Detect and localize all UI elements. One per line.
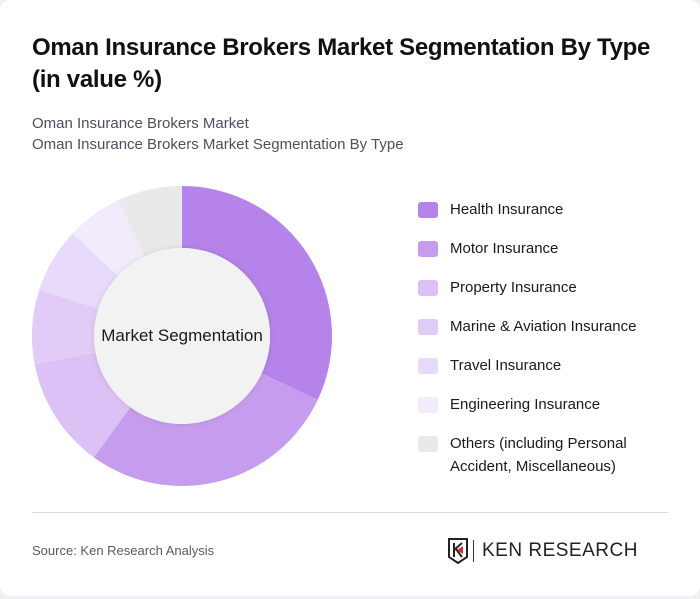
source-note: Source: Ken Research Analysis xyxy=(32,543,215,558)
ken-research-logo-icon xyxy=(448,538,468,564)
legend-item[interactable]: Motor Insurance xyxy=(418,237,678,260)
legend-swatch xyxy=(418,280,438,296)
donut-segment[interactable] xyxy=(182,186,332,400)
donut-chart: Market Segmentation xyxy=(32,186,332,486)
donut-hole xyxy=(94,248,270,424)
legend-label: Others (including Personal Accident, Mis… xyxy=(450,435,627,475)
legend-item[interactable]: Property Insurance xyxy=(418,276,678,299)
legend-swatch xyxy=(418,436,438,452)
legend-item[interactable]: Marine & Aviation Insurance xyxy=(418,315,678,338)
legend-label: Engineering Insurance xyxy=(450,396,601,413)
legend-item[interactable]: Engineering Insurance xyxy=(418,393,678,416)
legend-item[interactable]: Health Insurance xyxy=(418,198,678,221)
legend-swatch xyxy=(418,358,438,374)
logo-text: KEN RESEARCH xyxy=(482,540,638,561)
legend-label: Property Insurance xyxy=(450,279,577,296)
subtitle-segmentation: Oman Insurance Brokers Market Segmentati… xyxy=(32,136,404,153)
legend-swatch xyxy=(418,202,438,218)
chart-title: Oman Insurance Brokers Market Segmentati… xyxy=(32,34,651,93)
legend-swatch xyxy=(418,397,438,413)
legend-item[interactable]: Others (including Personal Accident, Mis… xyxy=(418,432,678,478)
legend-label: Motor Insurance xyxy=(450,240,559,257)
chart-legend: Health Insurance Motor Insurance Property … xyxy=(418,198,678,494)
ken-research-logo: KEN RESEARCH xyxy=(447,537,638,565)
legend-swatch xyxy=(418,319,438,335)
legend-label: Marine & Aviation Insurance xyxy=(450,318,637,335)
donut-segment[interactable] xyxy=(72,200,145,276)
donut-segment[interactable] xyxy=(39,233,118,309)
donut-svg xyxy=(32,186,332,486)
donut-segment[interactable] xyxy=(32,289,99,365)
footer-divider xyxy=(32,512,668,513)
donut-center-label: Market Segmentation xyxy=(101,326,263,345)
subtitle-market: Oman Insurance Brokers Market xyxy=(32,115,249,132)
donut-segment[interactable] xyxy=(118,186,182,257)
legend-swatch xyxy=(418,241,438,257)
legend-label: Health Insurance xyxy=(450,201,564,218)
logo-separator xyxy=(473,540,474,562)
legend-item[interactable]: Travel Insurance xyxy=(418,354,678,377)
chart-subtitle: Oman Insurance Brokers Market Oman Insur… xyxy=(32,113,404,155)
donut-segment[interactable] xyxy=(34,352,131,458)
legend-label: Travel Insurance xyxy=(450,357,562,374)
donut-segment[interactable] xyxy=(93,373,318,486)
